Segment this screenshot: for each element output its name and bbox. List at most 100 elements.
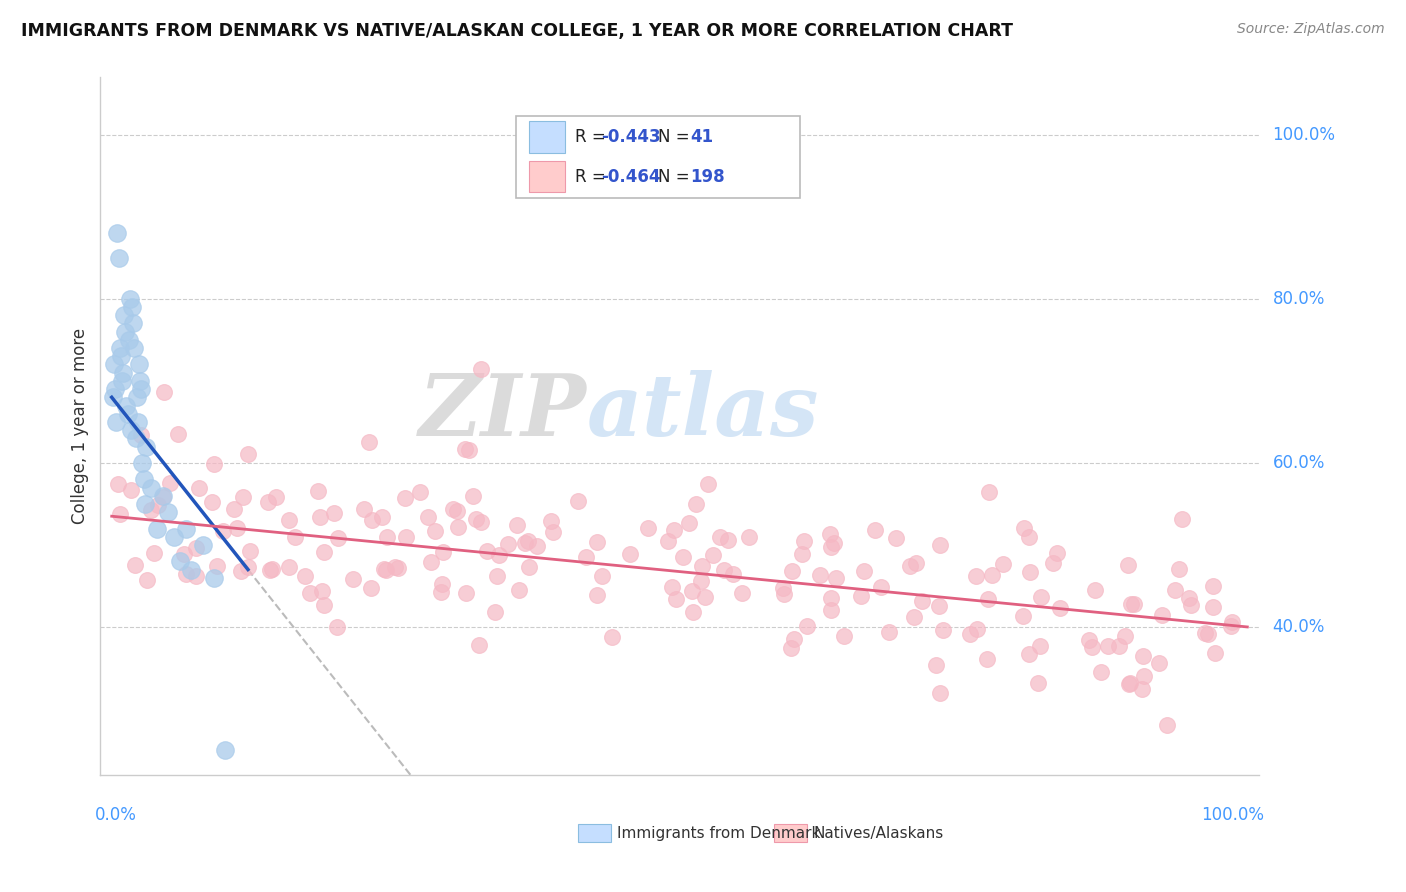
Point [689,574,711,588]
Point [477,543,499,558]
Point [965,569,987,583]
Point [419,555,441,569]
Point [180,562,202,576]
Point [713,563,735,577]
Point [201,494,224,508]
Point [360,513,382,527]
Point [425,524,447,538]
Point [1194,625,1216,640]
Point [121,300,143,314]
Point [928,538,950,552]
Point [118,333,141,347]
Point [772,581,794,595]
Point [685,497,707,511]
Point [136,573,159,587]
Point [820,603,842,617]
Point [311,584,333,599]
Point [454,442,477,456]
Point [432,577,454,591]
Point [853,564,876,578]
Text: N =: N = [658,168,695,186]
Point [863,523,886,537]
Point [898,559,921,574]
Point [1081,640,1104,654]
Text: -0.443: -0.443 [600,128,661,146]
Point [709,530,731,544]
Point [461,489,484,503]
Point [1132,649,1154,664]
Point [1123,597,1146,611]
Point [824,571,846,585]
Point [146,522,169,536]
Point [214,743,236,757]
Point [112,308,135,322]
Point [277,512,299,526]
Point [141,481,163,495]
Point [188,481,211,495]
Point [1029,591,1052,605]
Point [932,623,955,637]
Point [696,477,718,491]
Point [1180,598,1202,612]
Point [796,619,818,633]
Point [202,457,225,471]
Point [387,560,409,574]
Text: 0.0%: 0.0% [94,806,136,824]
Point [129,374,152,388]
Point [904,557,927,571]
Point [541,525,564,540]
Point [174,567,197,582]
Point [779,640,801,655]
Point [111,374,134,388]
Point [446,520,468,534]
Point [1164,583,1187,598]
Point [1147,656,1170,670]
Point [128,358,150,372]
Point [976,651,998,665]
Point [600,630,623,644]
Point [1078,633,1101,648]
Point [1178,591,1201,606]
Text: -0.464: -0.464 [600,168,661,186]
Point [328,531,350,545]
Point [1130,681,1153,696]
Point [834,628,856,642]
Point [929,686,952,700]
Point [186,541,208,555]
Text: 60.0%: 60.0% [1272,454,1324,472]
Text: ZIP: ZIP [419,370,586,454]
Point [678,516,700,531]
Point [513,536,536,550]
Point [211,524,233,538]
Point [692,559,714,574]
Point [1156,718,1178,732]
Point [122,317,145,331]
Point [191,538,214,552]
Point [851,589,873,603]
Point [470,362,492,376]
Point [526,539,548,553]
Point [124,431,146,445]
Point [1202,579,1225,593]
Point [976,591,998,606]
Point [1018,648,1040,662]
Point [239,544,262,558]
Point [312,544,335,558]
Point [457,443,479,458]
Point [567,494,589,508]
Text: 80.0%: 80.0% [1272,290,1324,308]
Point [665,592,688,607]
Point [135,440,157,454]
Point [108,507,131,521]
Point [260,561,283,575]
Point [174,522,197,536]
Point [793,533,815,548]
Point [454,586,477,600]
Point [115,399,138,413]
Point [202,571,225,585]
Point [470,515,492,529]
Point [309,509,332,524]
Point [236,447,259,461]
Point [519,560,541,574]
Point [110,349,132,363]
